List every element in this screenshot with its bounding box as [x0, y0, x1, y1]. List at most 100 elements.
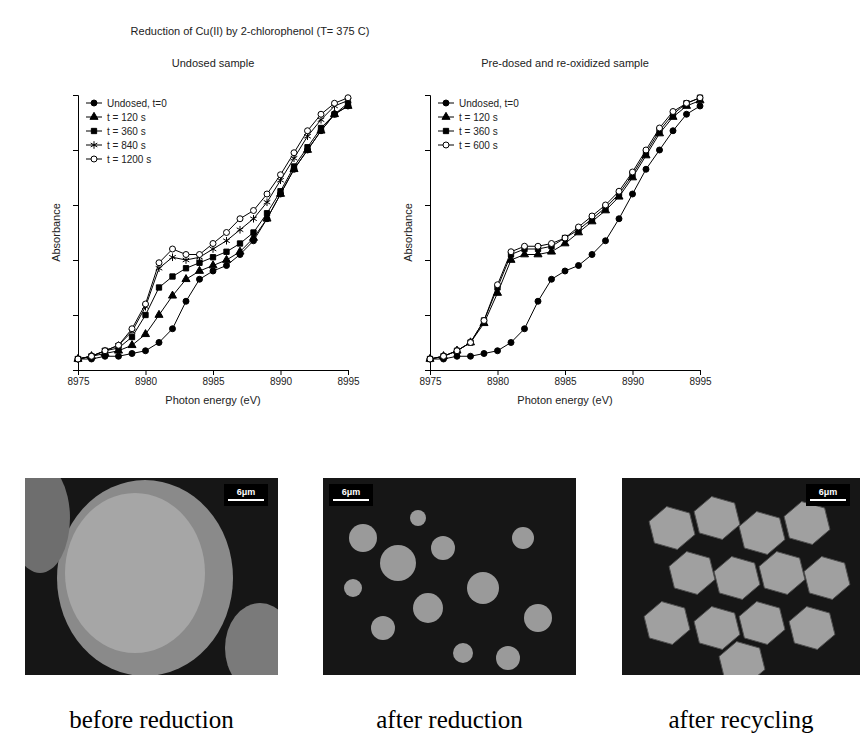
- legend-label: t = 360 s: [459, 126, 498, 137]
- series-marker: [88, 352, 95, 360]
- series-line: [78, 106, 348, 359]
- series-marker: [576, 263, 582, 269]
- series-marker: [427, 356, 433, 362]
- legend-marker: [443, 142, 449, 148]
- legend-label: t = 120 s: [459, 112, 498, 123]
- x-tick: 8975: [419, 370, 442, 387]
- series-line: [78, 103, 348, 359]
- particle: [413, 593, 443, 623]
- series-marker: [684, 101, 689, 106]
- particle: [524, 604, 552, 632]
- particle: [431, 536, 455, 560]
- y-tick: [425, 150, 430, 151]
- series-line: [430, 106, 700, 359]
- particle: [371, 616, 395, 640]
- series-marker: [576, 224, 582, 230]
- series-marker: [630, 169, 636, 175]
- series-marker: [603, 238, 609, 244]
- series-marker: [305, 128, 311, 134]
- series-line: [78, 106, 348, 359]
- legend-entry: Undosed, t=0: [438, 98, 519, 109]
- scale-bar-line: [228, 499, 264, 501]
- series-marker: [481, 318, 487, 324]
- legend-entry: t = 120 s: [86, 112, 146, 123]
- series-marker: [237, 226, 244, 234]
- scale-bar: [224, 484, 268, 506]
- x-tick-mark: [700, 370, 701, 375]
- x-tick-label: 8995: [337, 376, 360, 387]
- x-tick-label: 8990: [270, 376, 293, 387]
- y-tick: [73, 150, 78, 151]
- series-marker: [481, 351, 487, 357]
- series-marker: [562, 235, 568, 241]
- series-marker: [197, 252, 203, 258]
- series-marker: [250, 215, 257, 223]
- series-marker: [426, 354, 434, 361]
- series-marker: [305, 145, 310, 150]
- series-marker: [589, 252, 595, 258]
- series-marker: [183, 266, 188, 271]
- series-marker: [630, 191, 636, 197]
- y-tick-mark: [73, 370, 78, 371]
- y-tick-mark: [73, 315, 78, 316]
- particle: [804, 557, 850, 600]
- x-axis-title: Photon energy (eV): [517, 394, 612, 406]
- series-marker: [222, 255, 230, 262]
- x-tick-mark: [281, 370, 282, 375]
- series-marker: [549, 276, 555, 282]
- particle: [453, 643, 473, 663]
- x-tick: 8995: [689, 370, 712, 387]
- y-axis: [73, 96, 79, 371]
- legend-marker: [90, 112, 98, 119]
- legend-entry: t = 1200 s: [86, 154, 151, 165]
- series-marker: [264, 211, 269, 216]
- series-marker: [670, 128, 676, 134]
- legend-marker: [91, 100, 97, 106]
- series-marker: [264, 198, 271, 206]
- sem-image: 6μm: [622, 478, 860, 684]
- legend-label: Undosed, t=0: [459, 98, 519, 109]
- series-marker: [657, 125, 663, 131]
- x-tick-mark: [213, 370, 214, 375]
- figure-title: Reduction of Cu(II) by 2-chlorophenol (T…: [131, 25, 370, 37]
- series-marker: [75, 356, 81, 362]
- series-marker: [170, 326, 176, 332]
- x-tick-label: 8995: [689, 376, 712, 387]
- series-line: [430, 98, 700, 359]
- series-marker: [697, 95, 703, 101]
- series-marker: [195, 266, 203, 273]
- series-marker: [75, 356, 81, 362]
- series-marker: [210, 241, 216, 247]
- series-marker: [330, 110, 338, 117]
- series-marker: [657, 147, 663, 153]
- series-marker: [183, 298, 189, 304]
- series-marker: [332, 112, 337, 117]
- y-tick: [73, 95, 78, 96]
- legend-entry: t = 840 s: [86, 140, 146, 151]
- series-marker: [75, 356, 80, 361]
- scale-bar-label: 6μm: [237, 487, 256, 497]
- x-tick: 8985: [202, 370, 225, 387]
- series-marker: [183, 252, 189, 258]
- x-axis-title: Photon energy (eV): [165, 394, 260, 406]
- series-marker: [468, 340, 473, 345]
- y-tick: [73, 370, 78, 371]
- series-marker: [616, 216, 622, 222]
- series-marker: [345, 95, 351, 101]
- series-line: [78, 101, 348, 360]
- series-marker: [291, 164, 296, 169]
- particle: [467, 572, 499, 604]
- y-tick: [425, 370, 430, 371]
- series-marker: [75, 355, 82, 363]
- y-tick-mark: [73, 95, 78, 96]
- series-marker: [291, 150, 297, 156]
- image-caption: after reduction: [376, 706, 523, 733]
- particle: [649, 507, 695, 550]
- y-tick-mark: [425, 95, 430, 96]
- series-marker: [209, 261, 217, 268]
- x-axis: 89758980898589908995: [419, 370, 712, 387]
- y-axis-title: Absorbance: [50, 203, 62, 262]
- x-tick-label: 8990: [622, 376, 645, 387]
- scale-bar: [806, 484, 850, 506]
- particle: [344, 579, 362, 597]
